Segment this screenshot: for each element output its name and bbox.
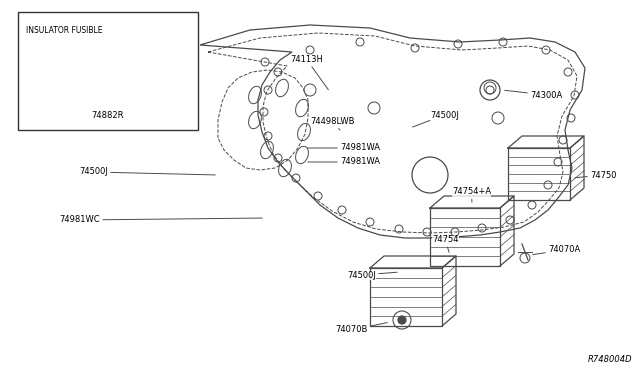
Text: 74882R: 74882R [92, 112, 124, 121]
Text: 74981WC: 74981WC [60, 215, 262, 224]
Bar [18, 12, 198, 130]
Text: 74113H: 74113H [291, 55, 328, 90]
Text: 74300A: 74300A [505, 90, 563, 99]
Text: R748004D: R748004D [588, 355, 632, 364]
Text: 74754: 74754 [432, 235, 458, 252]
Text: INSULATOR FUSIBLE: INSULATOR FUSIBLE [26, 26, 102, 35]
Text: 74498LWB: 74498LWB [310, 118, 355, 130]
Text: 74500J: 74500J [79, 167, 215, 176]
Text: 74500J: 74500J [347, 270, 397, 279]
Text: 74500J: 74500J [413, 110, 459, 127]
Text: 74981WA: 74981WA [308, 157, 380, 167]
Text: 74750: 74750 [575, 170, 616, 180]
Text: 74981WA: 74981WA [308, 144, 380, 153]
Text: 74070B: 74070B [335, 323, 387, 334]
Circle shape [398, 316, 406, 324]
Text: 74754+A: 74754+A [452, 187, 491, 202]
Text: 74070A: 74070A [532, 246, 580, 254]
